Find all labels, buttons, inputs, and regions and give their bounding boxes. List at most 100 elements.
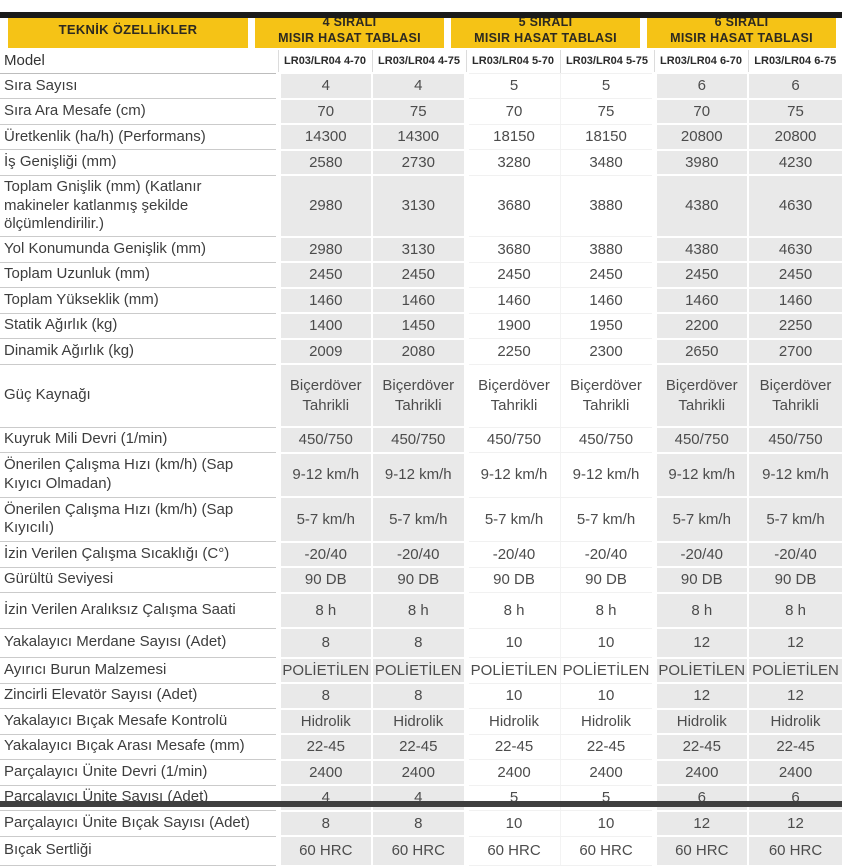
spec-value: 9-12 km/h xyxy=(747,452,842,499)
spec-value: 90 DB xyxy=(275,567,372,594)
spec-value: 90 DB xyxy=(747,567,842,594)
model-name: LR03/LR04 4-70 xyxy=(277,50,372,75)
spec-value: 8 xyxy=(275,683,372,710)
spec-value: 9-12 km/h xyxy=(275,452,372,499)
spec-value: 8 h xyxy=(275,592,372,630)
spec-value: 2200 xyxy=(651,313,748,340)
spec-value: 60 HRC xyxy=(747,836,842,867)
spec-value: 2300 xyxy=(559,338,654,365)
spec-value: 1460 xyxy=(747,287,842,315)
spec-row: Statik Ağırlık (kg) 1400 1450 1900 1950 2200 2… xyxy=(0,313,842,340)
spec-value: 5-7 km/h xyxy=(463,497,560,543)
spec-value: 2400 xyxy=(651,759,748,787)
spec-value: 5 xyxy=(559,73,654,100)
spec-value: 1450 xyxy=(371,313,466,340)
spec-value: 14300 xyxy=(371,124,466,151)
spec-value: -20/40 xyxy=(651,541,748,569)
spec-row: Ayırıcı Burun Malzemesi POLİETİLEN POLİETİ… xyxy=(0,657,842,685)
spec-value: 3280 xyxy=(463,149,560,176)
spec-value: 8 xyxy=(275,628,372,659)
spec-value: 2450 xyxy=(275,262,372,289)
spec-value: 2400 xyxy=(371,759,466,787)
spec-row: Toplam Yükseklik (mm) 1460 1460 1460 1460 146… xyxy=(0,287,842,315)
spec-value: Biçerdöver Tahrikli xyxy=(747,364,842,429)
table-header-band: TEKNİK ÖZELLİKLER 4 SIRALI MISIR HASAT T… xyxy=(8,12,836,48)
spec-label: Sıra Ara Mesafe (cm) xyxy=(0,98,278,125)
spec-row: Toplam Uzunluk (mm) 2450 2450 2450 2450 2450 2… xyxy=(0,262,842,289)
spec-value: 3130 xyxy=(371,236,466,264)
spec-value: 450/750 xyxy=(463,427,560,454)
spec-value: 60 HRC xyxy=(559,836,654,867)
spec-row: Üretkenlik (ha/h) (Performans) 14300 14300… xyxy=(0,124,842,151)
spec-value: 4630 xyxy=(747,236,842,264)
spec-label: Önerilen Çalışma Hızı (km/h) (Sap Kıyıcı… xyxy=(0,497,278,543)
spec-value: 2580 xyxy=(275,149,372,177)
spec-value: 60 HRC xyxy=(651,836,748,867)
spec-value: 450/750 xyxy=(559,427,654,454)
spec-value: 1460 xyxy=(275,287,372,315)
spec-value: 6 xyxy=(747,73,842,100)
spec-value: Hidrolik xyxy=(463,708,560,735)
model-name: LR03/LR04 6-70 xyxy=(653,50,748,75)
spec-value: 4 xyxy=(371,73,466,100)
spec-value: 22-45 xyxy=(559,734,654,761)
spec-value: 20800 xyxy=(651,124,748,151)
bottom-border-bar xyxy=(0,801,842,807)
spec-row: Yakalayıcı Merdane Sayısı (Adet) 8 8 10 10 12… xyxy=(0,628,842,659)
spec-value: 4230 xyxy=(747,149,842,177)
spec-value: 8 h xyxy=(559,592,654,629)
spec-value: 2450 xyxy=(559,262,654,289)
spec-value: POLİETİLEN xyxy=(463,657,560,684)
spec-value: 22-45 xyxy=(651,734,748,761)
spec-label: Ayırıcı Burun Malzemesi xyxy=(0,657,278,684)
spec-value: 3480 xyxy=(559,149,654,176)
spec-value: Biçerdöver Tahrikli xyxy=(371,364,466,429)
spec-value: 60 HRC xyxy=(463,836,560,867)
spec-value: 9-12 km/h xyxy=(651,452,748,499)
spec-row: Parçalayıcı Ünite Bıçak Sayısı (Adet) 8 8 1… xyxy=(0,810,842,838)
spec-value: Hidrolik xyxy=(651,708,748,736)
spec-value: 1460 xyxy=(371,287,466,315)
spec-value: 12 xyxy=(747,683,842,710)
spec-value: POLİETİLEN xyxy=(371,657,466,685)
spec-value: 9-12 km/h xyxy=(559,452,654,498)
spec-value: 2980 xyxy=(275,236,372,264)
spec-row: Toplam Gnişlik (mm) (Katlanır makineler … xyxy=(0,175,842,238)
spec-row: Kuyruk Mili Devri (1/min) 450/750 450/750 4… xyxy=(0,427,842,454)
spec-label: Parçalayıcı Ünite Devri (1/min) xyxy=(0,759,278,786)
spec-value: 3880 xyxy=(559,236,654,263)
spec-value: -20/40 xyxy=(463,541,560,568)
spec-value: Hidrolik xyxy=(747,708,842,736)
spec-value: 8 xyxy=(371,810,466,838)
spec-value: 450/750 xyxy=(371,427,466,454)
spec-value: 12 xyxy=(651,683,748,710)
spec-value: Hidrolik xyxy=(371,708,466,736)
spec-value: 18150 xyxy=(559,124,654,151)
spec-value: Hidrolik xyxy=(275,708,372,736)
spec-value: 1460 xyxy=(651,287,748,315)
spec-value: 2700 xyxy=(747,338,842,366)
spec-value: 1900 xyxy=(463,313,560,340)
spec-label: Bıçak Sertliği xyxy=(0,836,278,867)
spec-value: -20/40 xyxy=(275,541,372,569)
spec-value: -20/40 xyxy=(371,541,466,569)
spec-value: 12 xyxy=(651,810,748,838)
spec-value: 10 xyxy=(559,628,654,659)
spec-row: İş Genişliği (mm) 2580 2730 3280 3480 3980 423… xyxy=(0,149,842,177)
spec-label: İzin Verilen Aralıksız Çalışma Saati xyxy=(0,592,278,629)
spec-value: 3130 xyxy=(371,175,466,238)
spec-value: 2650 xyxy=(651,338,748,366)
spec-value: 75 xyxy=(559,98,654,125)
spec-row: İzin Verilen Çalışma Sıcaklığı (C°) -20/4… xyxy=(0,541,842,569)
spec-value: 2400 xyxy=(463,759,560,786)
spec-value: 2009 xyxy=(275,338,372,366)
spec-row: Yakalayıcı Bıçak Arası Mesafe (mm) 22-45 2… xyxy=(0,734,842,761)
group-title-line1: 5 SIRALI xyxy=(518,14,573,29)
spec-value: 450/750 xyxy=(651,427,748,454)
model-name: LR03/LR04 4-75 xyxy=(371,50,466,75)
spec-value: 2250 xyxy=(747,313,842,340)
spec-value: 2450 xyxy=(651,262,748,289)
spec-value: POLİETİLEN xyxy=(651,657,748,685)
spec-value: 9-12 km/h xyxy=(463,452,560,498)
